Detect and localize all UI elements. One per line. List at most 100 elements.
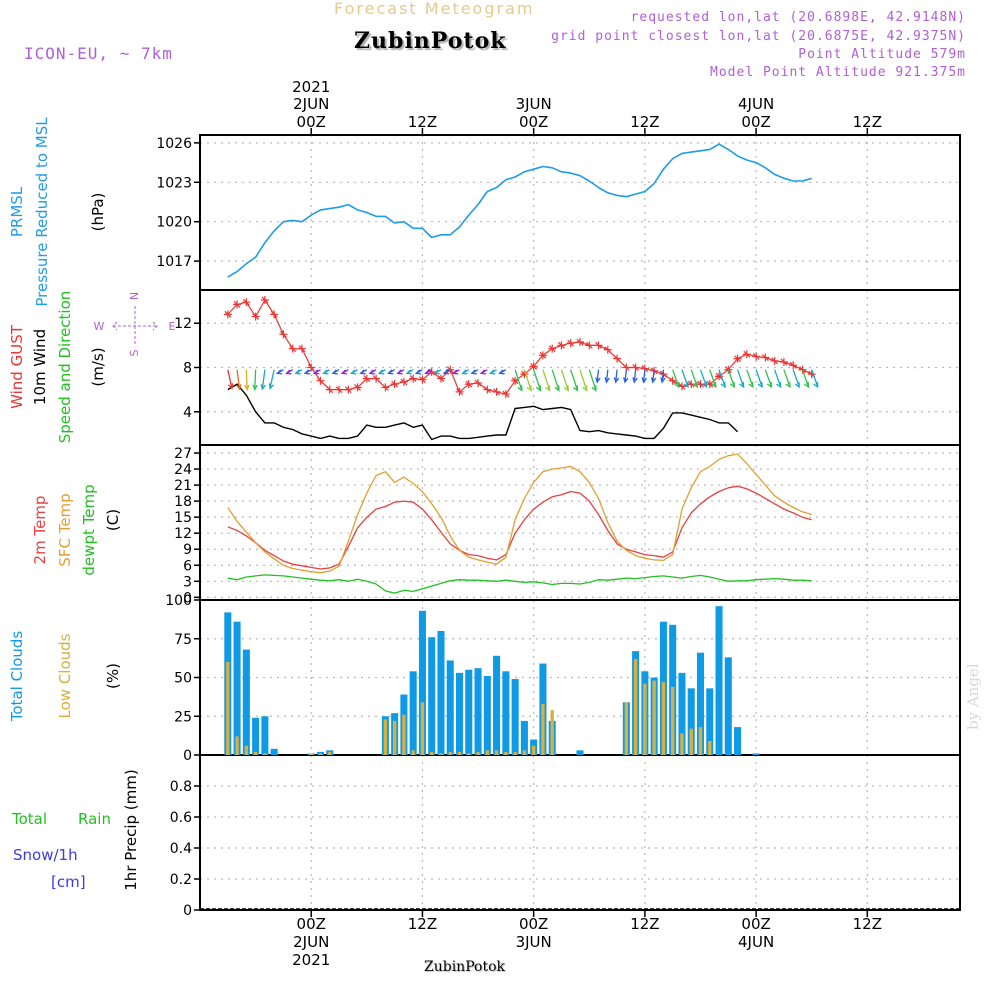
gust-marker	[436, 374, 445, 383]
y-tick-label: 1020	[156, 215, 192, 231]
gust-marker	[316, 376, 325, 385]
wind-arrow-head	[340, 369, 348, 375]
low-cloud-bar	[680, 733, 684, 755]
low-cloud-bar	[309, 753, 313, 755]
wind-direction-arrow	[672, 369, 680, 388]
wind-direction-arrow	[746, 369, 754, 388]
wind-direction-arrow	[269, 369, 275, 389]
total-clouds-label: Total Clouds	[8, 631, 26, 723]
wind-arrow-head	[766, 381, 773, 389]
x-label-bottom-hour: 12Z	[408, 915, 437, 933]
total-cloud-bar	[261, 716, 269, 755]
wind-direction-arrow	[605, 369, 609, 383]
gust-marker	[594, 341, 603, 350]
wind-arrow-head	[604, 377, 610, 384]
model-label: ICON-EU, ~ 7km	[24, 44, 173, 63]
total-cloud-bar	[418, 610, 426, 755]
wind-direction-arrow	[633, 369, 637, 383]
temp-sfc-label: SFC Temp	[56, 493, 74, 566]
gust-marker	[770, 356, 779, 365]
y-tick-label: 4	[183, 405, 192, 421]
gust-marker	[548, 344, 557, 353]
wind-direction-arrow	[774, 369, 782, 388]
wind-arrow-head	[322, 369, 329, 375]
compass-rose	[112, 306, 158, 346]
wind-direction-arrow	[801, 369, 810, 388]
temp-sfc-line	[227, 453, 812, 574]
wind-direction-arrow	[570, 369, 579, 391]
wind-direction-arrow	[596, 369, 600, 383]
pressure-sublabel: Pressure Reduced to MSL	[33, 117, 51, 307]
wind-direction-arrow	[736, 369, 745, 388]
wind-arrow-head	[813, 381, 819, 389]
wind-arrow-head	[650, 377, 657, 384]
x-label-top-hour: 00Z	[519, 113, 548, 131]
dewpoint-label: dewpt Temp	[80, 484, 98, 575]
wind-arrow-head	[794, 381, 800, 389]
wind-arrow-head	[461, 369, 468, 375]
low-cloud-bar	[494, 750, 499, 755]
wind-direction-arrow	[261, 369, 266, 390]
wind-arrow-head	[623, 377, 629, 384]
wind-direction-arrow	[764, 369, 773, 388]
low-cloud-bar	[522, 750, 527, 755]
y-tick-label: 12	[174, 316, 192, 332]
wind-direction-arrow	[681, 369, 689, 388]
wind-arrow-head	[275, 369, 283, 375]
x-label-top-hour: 12Z	[408, 113, 437, 131]
wind-arrow-head	[479, 369, 487, 375]
wind-arrow-head	[517, 385, 523, 392]
wind-arrow-head	[285, 369, 292, 375]
wind-arrow-head	[303, 369, 311, 375]
x-label-top-hour: 12Z	[853, 113, 882, 131]
gust-marker	[409, 374, 418, 383]
snow-label: Snow/1h	[13, 846, 78, 864]
wind-direction-arrow	[699, 369, 708, 388]
temp-2m-line	[227, 485, 812, 570]
low-cloud-bar	[661, 682, 666, 755]
wind-arrow-head	[387, 369, 394, 375]
wind-direction-arrow	[709, 369, 717, 388]
y-tick-label: 15	[174, 510, 192, 526]
gust-marker	[511, 376, 520, 385]
low-cloud-bar	[541, 703, 545, 755]
wind-arrow-head	[470, 369, 477, 375]
y-tick-label: 27	[174, 446, 192, 462]
low-cloud-bar	[633, 658, 638, 755]
wind-arrow-head	[227, 383, 234, 390]
total-cloud-bar	[252, 717, 260, 755]
total-cloud-bar	[687, 688, 695, 755]
wind-arrow-head	[498, 369, 505, 375]
wind-arrow-head	[331, 369, 338, 375]
gust-marker	[576, 338, 584, 347]
wind-direction-arrow	[642, 369, 646, 383]
wind-arrow-head	[488, 369, 496, 375]
gust-marker	[372, 374, 381, 383]
wind-direction-arrow	[551, 369, 560, 391]
wind-arrow-head	[260, 384, 266, 391]
low-cloud-bar	[624, 702, 629, 755]
gust-marker	[538, 351, 547, 360]
wind-arrow-head	[294, 369, 301, 375]
total-cloud-bar	[511, 679, 519, 755]
gust-marker	[492, 387, 501, 396]
gust-marker	[325, 385, 334, 394]
gust-marker	[288, 344, 297, 353]
low-cloud-bar	[402, 714, 406, 755]
x-label-bottom-year: 2021	[292, 951, 330, 969]
x-label-bottom-hour: 12Z	[630, 915, 659, 933]
x-label-top-date: 3JUN	[516, 95, 552, 113]
gust-marker	[501, 390, 510, 399]
total-cloud-bar	[696, 652, 705, 755]
low-cloud-bar	[671, 686, 675, 755]
snow-unit-label: [cm]	[51, 873, 86, 891]
gust-marker	[789, 361, 798, 370]
dewpoint-line	[227, 574, 812, 594]
wind-direction-arrow	[560, 369, 569, 391]
y-tick-label: 0.6	[170, 810, 192, 826]
wind-arrow-head	[776, 381, 782, 389]
y-tick-label: 50	[174, 671, 192, 687]
y-tick-label: 18	[174, 494, 192, 510]
low-cloud-bar	[708, 741, 712, 755]
